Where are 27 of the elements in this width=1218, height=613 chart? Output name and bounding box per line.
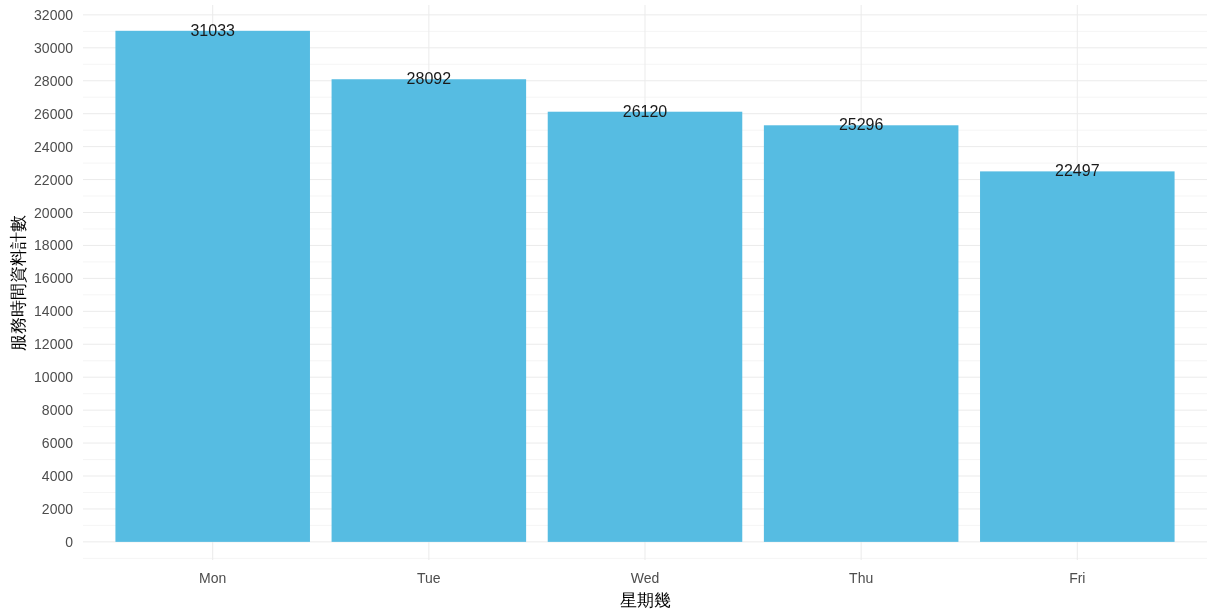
y-tick-label: 2000 xyxy=(41,500,74,517)
y-tick-label: 14000 xyxy=(34,303,74,320)
y-tick-label: 26000 xyxy=(34,105,74,122)
x-axis-title: 星期幾 xyxy=(619,591,671,610)
x-tick-label: Thu xyxy=(849,570,874,586)
y-tick-label: 8000 xyxy=(41,402,74,419)
x-tick-label: Tue xyxy=(417,570,441,586)
x-tick-label: Wed xyxy=(630,570,660,586)
y-tick-label: 12000 xyxy=(34,336,74,353)
x-tick-label: Fri xyxy=(1069,570,1086,586)
y-tick-label: 24000 xyxy=(34,138,74,155)
y-tick-label: 20000 xyxy=(34,204,74,221)
y-tick-label: 30000 xyxy=(34,39,74,56)
y-tick-label: 16000 xyxy=(34,270,74,287)
y-tick-label: 6000 xyxy=(41,435,74,452)
y-tick-label: 4000 xyxy=(41,468,74,485)
y-tick-label: 28000 xyxy=(34,72,74,89)
y-tick-label: 10000 xyxy=(34,369,74,386)
data-label: 22497 xyxy=(1055,162,1100,180)
y-tick-label: 32000 xyxy=(34,6,74,23)
data-label: 26120 xyxy=(622,102,668,120)
y-axis-title: 服務時間資料計數 xyxy=(9,214,28,351)
data-label: 31033 xyxy=(190,21,236,39)
x-tick-label: Mon xyxy=(199,570,227,586)
y-tick-label: 0 xyxy=(65,533,74,550)
y-tick-label: 22000 xyxy=(34,171,74,188)
y-tick-label: 18000 xyxy=(34,237,74,254)
